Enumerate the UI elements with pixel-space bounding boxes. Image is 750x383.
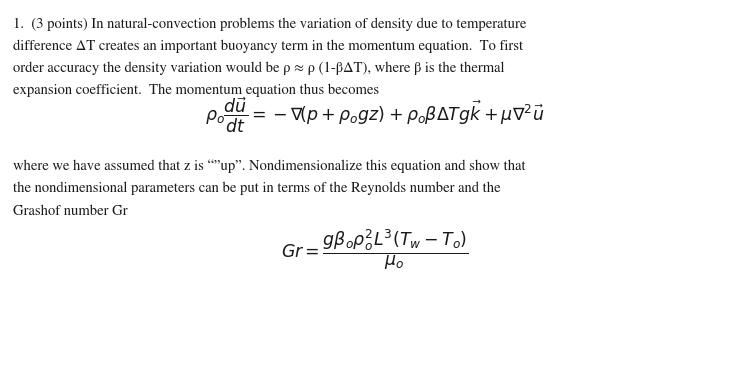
Text: the nondimensional parameters can be put in terms of the Reynolds number and the: the nondimensional parameters can be put… — [13, 182, 501, 195]
Text: expansion coefficient.  The momentum equation thus becomes: expansion coefficient. The momentum equa… — [13, 84, 380, 97]
Text: where we have assumed that z is “”up”. Nondimensionalize this equation and show : where we have assumed that z is “”up”. N… — [13, 160, 526, 173]
Text: $Gr = \dfrac{g\beta_o \rho_o^2 L^3 (T_w - T_o)}{\mu_o}$: $Gr = \dfrac{g\beta_o \rho_o^2 L^3 (T_w … — [281, 227, 469, 272]
Text: order accuracy the density variation would be ρ ≈ ρ₀(1-βΔT), where β is the ther: order accuracy the density variation wou… — [13, 62, 505, 75]
Text: $\rho_o \dfrac{d\vec{u}}{dt} = -\nabla\!\left(p + \rho_o gz\right) + \rho_o \bet: $\rho_o \dfrac{d\vec{u}}{dt} = -\nabla\!… — [206, 96, 544, 135]
Text: difference ΔT creates an important buoyancy term in the momentum equation.  To f: difference ΔT creates an important buoya… — [13, 39, 523, 53]
Text: Grashof number Gr: Grashof number Gr — [13, 204, 128, 218]
Text: 1.  (3 points) In natural-convection problems the variation of density due to te: 1. (3 points) In natural-convection prob… — [13, 17, 526, 31]
